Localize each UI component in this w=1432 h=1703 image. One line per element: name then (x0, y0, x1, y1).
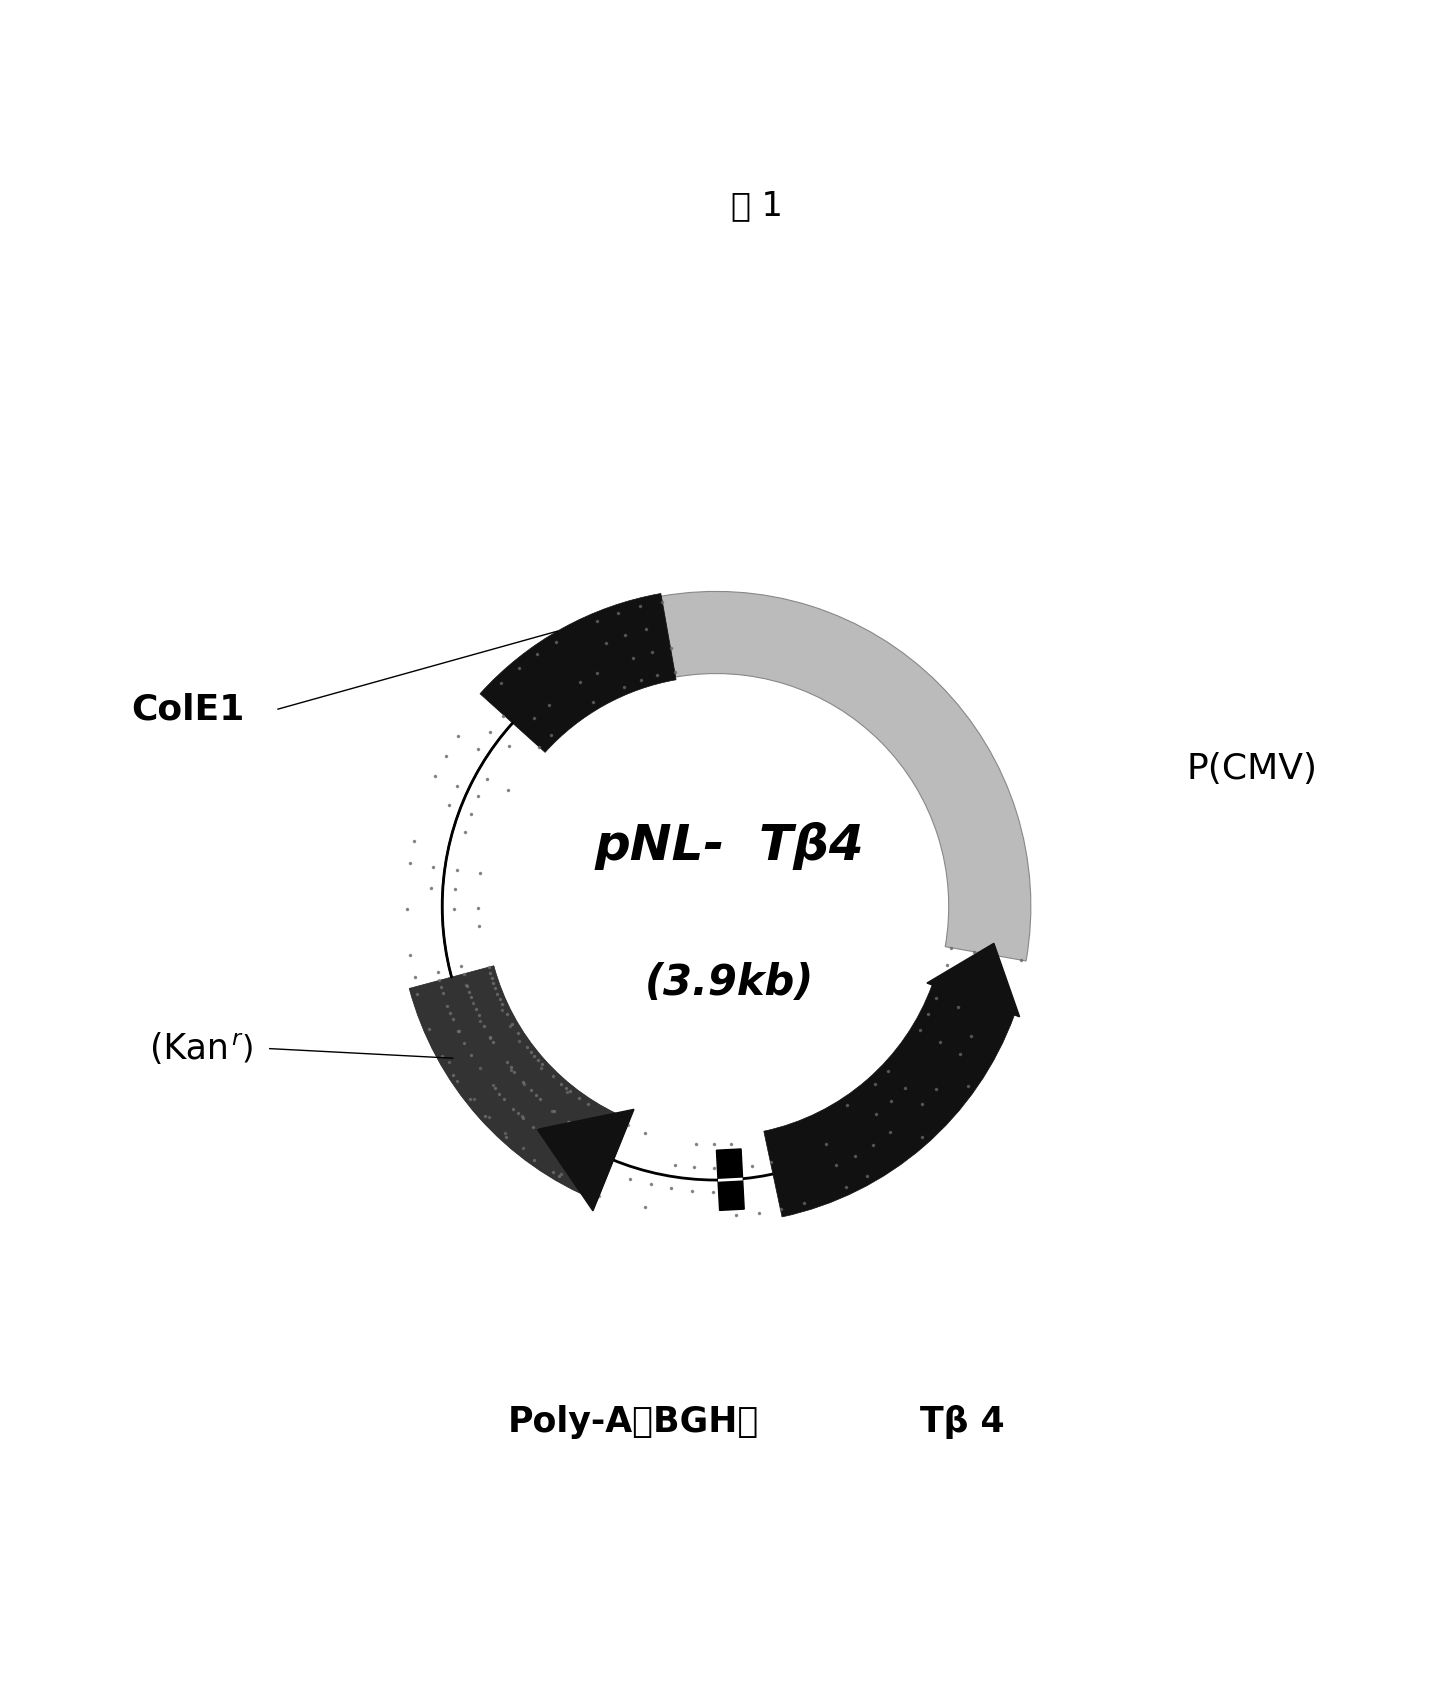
Text: Poly-A（BGH）: Poly-A（BGH） (508, 1405, 759, 1439)
Text: (3.9kb): (3.9kb) (644, 962, 815, 1003)
Wedge shape (763, 984, 1014, 1218)
Text: pNL-  Tβ4: pNL- Tβ4 (594, 823, 865, 870)
Text: $^r$): $^r$) (232, 1032, 253, 1064)
Text: ColE1: ColE1 (132, 691, 245, 725)
Text: (Kan: (Kan (150, 1032, 229, 1066)
Polygon shape (716, 1150, 745, 1211)
Polygon shape (927, 943, 1020, 1017)
Text: 图 1: 图 1 (732, 189, 783, 221)
Wedge shape (662, 591, 1031, 960)
Polygon shape (537, 1109, 634, 1211)
Text: Tβ 4: Tβ 4 (921, 1405, 1005, 1439)
Wedge shape (480, 593, 676, 753)
Text: P(CMV): P(CMV) (1187, 753, 1317, 787)
Wedge shape (410, 966, 630, 1201)
